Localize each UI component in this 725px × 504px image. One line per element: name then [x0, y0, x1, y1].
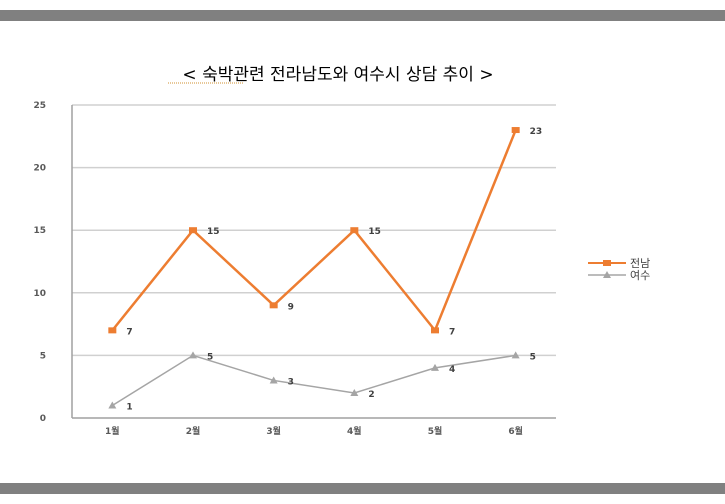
data-label: 7: [449, 327, 455, 337]
data-label: 15: [207, 227, 220, 237]
chart-title: < 숙박관련 전라남도와 여수시 상담 추이 >: [182, 65, 493, 85]
data-label: 5: [207, 352, 213, 362]
data-label: 7: [126, 327, 132, 337]
data-point-marker: [108, 401, 117, 409]
legend-label: 여수: [630, 269, 650, 282]
data-point-marker: [189, 227, 197, 234]
x-tick-label: 1월: [105, 425, 120, 437]
data-point-marker: [350, 388, 359, 396]
series-line-yeosu: [111, 354, 516, 407]
data-point-marker: [269, 302, 278, 309]
data-label: 1: [126, 402, 132, 412]
y-tick-label: 15: [33, 226, 46, 236]
data-point-marker: [269, 376, 278, 384]
x-tick-label: 5월: [428, 425, 443, 437]
data-label: 9: [288, 302, 294, 312]
y-tick-label: 5: [40, 351, 46, 361]
data-point-marker: [511, 127, 520, 134]
data-point-marker: [431, 363, 439, 371]
data-point-marker: [350, 227, 359, 234]
data-label: 2: [368, 390, 374, 400]
y-tick-label: 10: [33, 289, 46, 299]
data-point-marker: [189, 351, 197, 359]
data-label: 4: [449, 365, 455, 375]
x-tick-label: 4월: [347, 425, 362, 437]
y-tick-label: 20: [33, 164, 46, 174]
data-point-marker: [603, 271, 611, 278]
data-label: 3: [288, 377, 294, 387]
data-label: 23: [530, 127, 543, 137]
series-line-jeonnam: [111, 129, 517, 333]
y-tick-label: 25: [33, 101, 46, 111]
y-tick-label: 0: [40, 414, 46, 424]
data-label: 5: [530, 352, 536, 362]
data-point-marker: [108, 327, 117, 334]
bottom-frame-bar: [0, 483, 725, 494]
data-point-marker: [431, 327, 439, 334]
legend-label: 전남: [630, 257, 650, 270]
x-tick-label: 6월: [508, 425, 523, 437]
data-point-marker: [511, 351, 520, 359]
x-tick-label: 3월: [266, 425, 281, 437]
x-tick-label: 2월: [186, 425, 201, 437]
data-label: 15: [368, 227, 381, 237]
data-point-marker: [603, 260, 611, 266]
top-frame-bar: [0, 10, 725, 21]
